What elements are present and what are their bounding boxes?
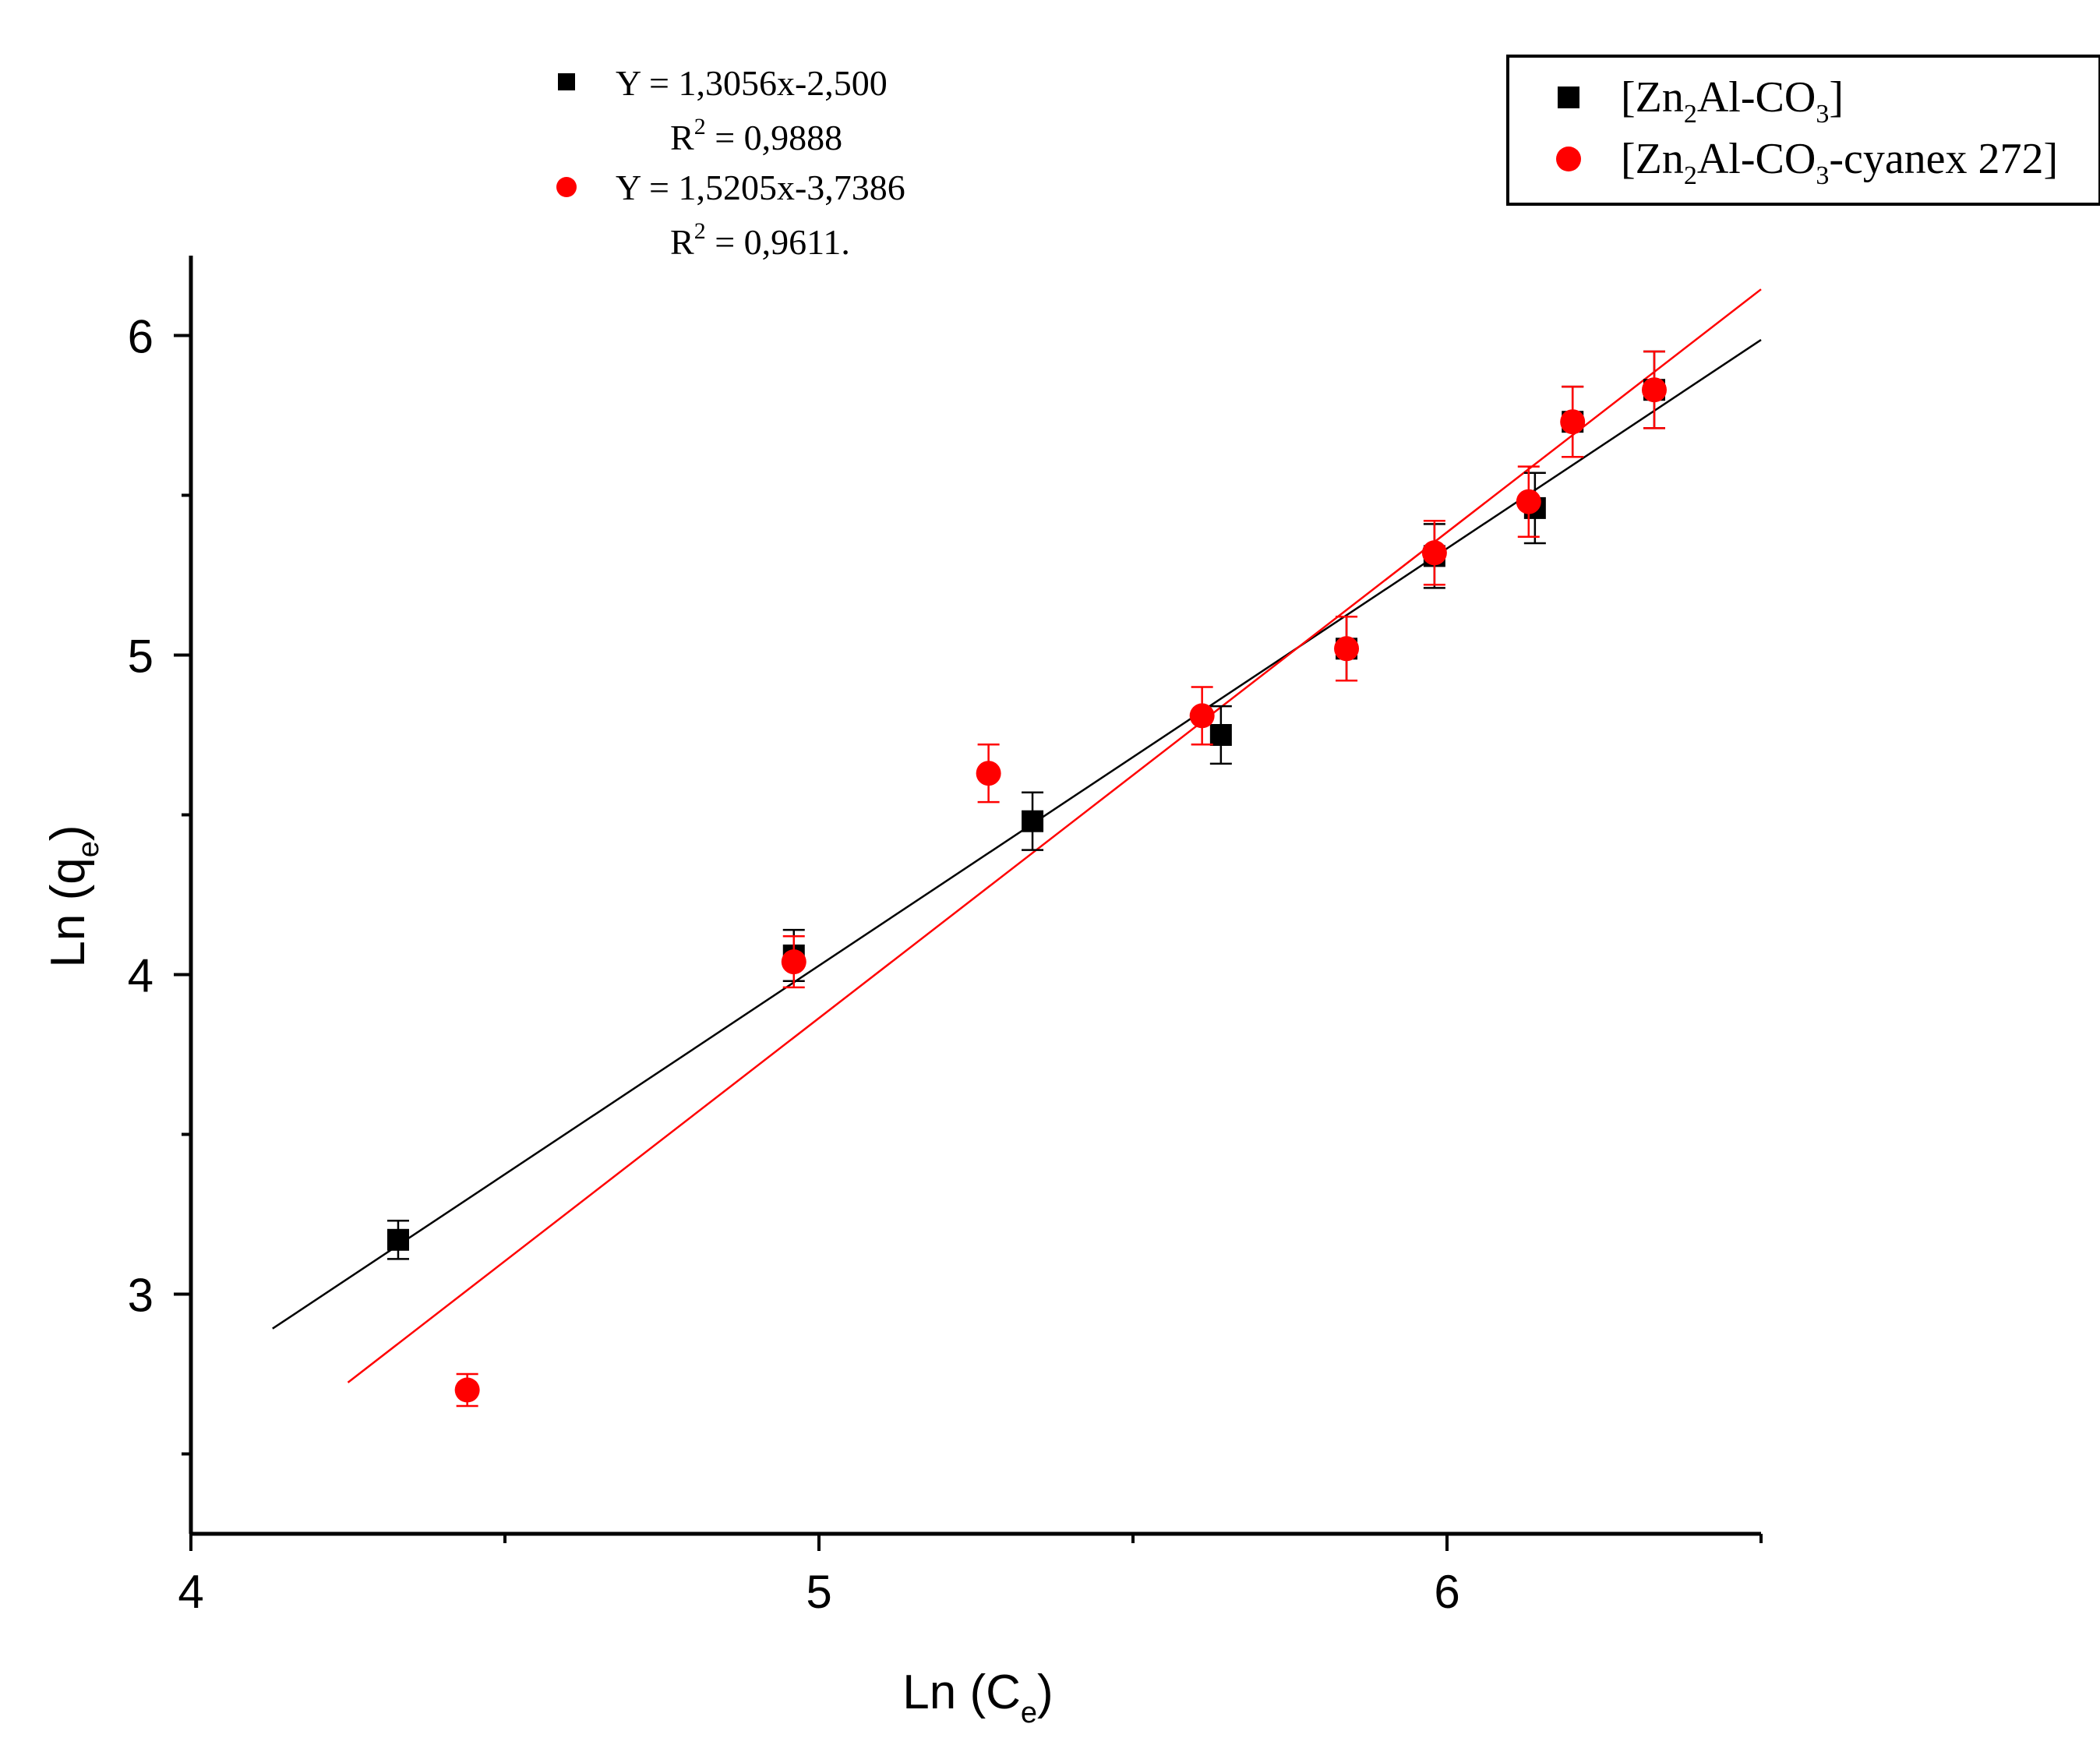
data-point-series-2	[1334, 616, 1360, 682]
marker-square	[1022, 810, 1044, 832]
tick-labels: 4 5 6 3 4 5 6	[128, 311, 1460, 1619]
y-tick-label: 4	[128, 950, 154, 1002]
y-tick-label: 6	[128, 311, 154, 363]
tick-marks	[174, 334, 1763, 1551]
x-tick-label: 4	[178, 1566, 203, 1618]
data-point-series-1	[1022, 791, 1044, 851]
legend-label-series-1: [Zn2Al-CO3]	[1621, 73, 1844, 129]
y-tick-label: 5	[128, 631, 154, 683]
legend-label-series-2: [Zn2Al-CO3-cyanex 272]	[1621, 135, 2058, 190]
marker-circle	[781, 949, 806, 975]
data-point-series-2	[1641, 350, 1667, 429]
marker-circle	[976, 761, 1001, 786]
equation-marker-series-1	[558, 73, 575, 90]
marker-circle	[1189, 703, 1215, 729]
equation-marker-series-2	[556, 177, 577, 197]
legend-box	[1506, 55, 2100, 206]
y-axis-title: Ln (qe)	[41, 825, 105, 967]
r2-series-2: R2 = 0,9611.	[670, 218, 850, 262]
fit-line-series-2	[347, 288, 1762, 1383]
x-tick-label: 5	[806, 1566, 831, 1618]
data-point-series-2	[1189, 686, 1215, 746]
axes	[189, 256, 1761, 1536]
legend-marker-square	[1558, 87, 1579, 108]
data-point-series-1	[1209, 705, 1232, 765]
legend-marker-circle	[1556, 147, 1581, 171]
equation-series-1: Y = 1,3056x-2,500	[616, 63, 888, 103]
fit-line-series-1	[272, 339, 1762, 1330]
marker-square	[386, 1228, 409, 1251]
marker-circle	[1641, 377, 1667, 403]
legend: [Zn2Al-CO3] [Zn2Al-CO3-cyanex 272]	[1506, 55, 2100, 206]
data-point-series-2	[454, 1372, 480, 1408]
marker-circle	[454, 1377, 480, 1403]
data-point-series-1	[386, 1219, 409, 1260]
equation-series-2: Y = 1,5205x-3,7386	[616, 168, 905, 207]
r2-series-1: R2 = 0,9888	[670, 114, 842, 157]
data-point-series-2	[976, 744, 1001, 804]
data-point-series-2	[1516, 465, 1541, 539]
y-tick-label: 3	[128, 1270, 154, 1322]
marker-circle	[1560, 409, 1586, 435]
marker-square	[1209, 724, 1232, 746]
data-point-series-2	[1421, 520, 1447, 586]
fit-lines	[272, 288, 1762, 1383]
data-point-series-2	[781, 935, 806, 989]
data-point-series-2	[1560, 385, 1586, 458]
data-markers	[386, 350, 1667, 1408]
x-tick-label: 6	[1434, 1566, 1459, 1618]
marker-circle	[1421, 540, 1447, 566]
marker-circle	[1516, 489, 1541, 514]
marker-circle	[1334, 636, 1360, 662]
fit-equations: Y = 1,3056x-2,500 R2 = 0,9888 Y = 1,5205…	[556, 63, 905, 262]
x-axis-title: Ln (Ce)	[902, 1666, 1053, 1729]
